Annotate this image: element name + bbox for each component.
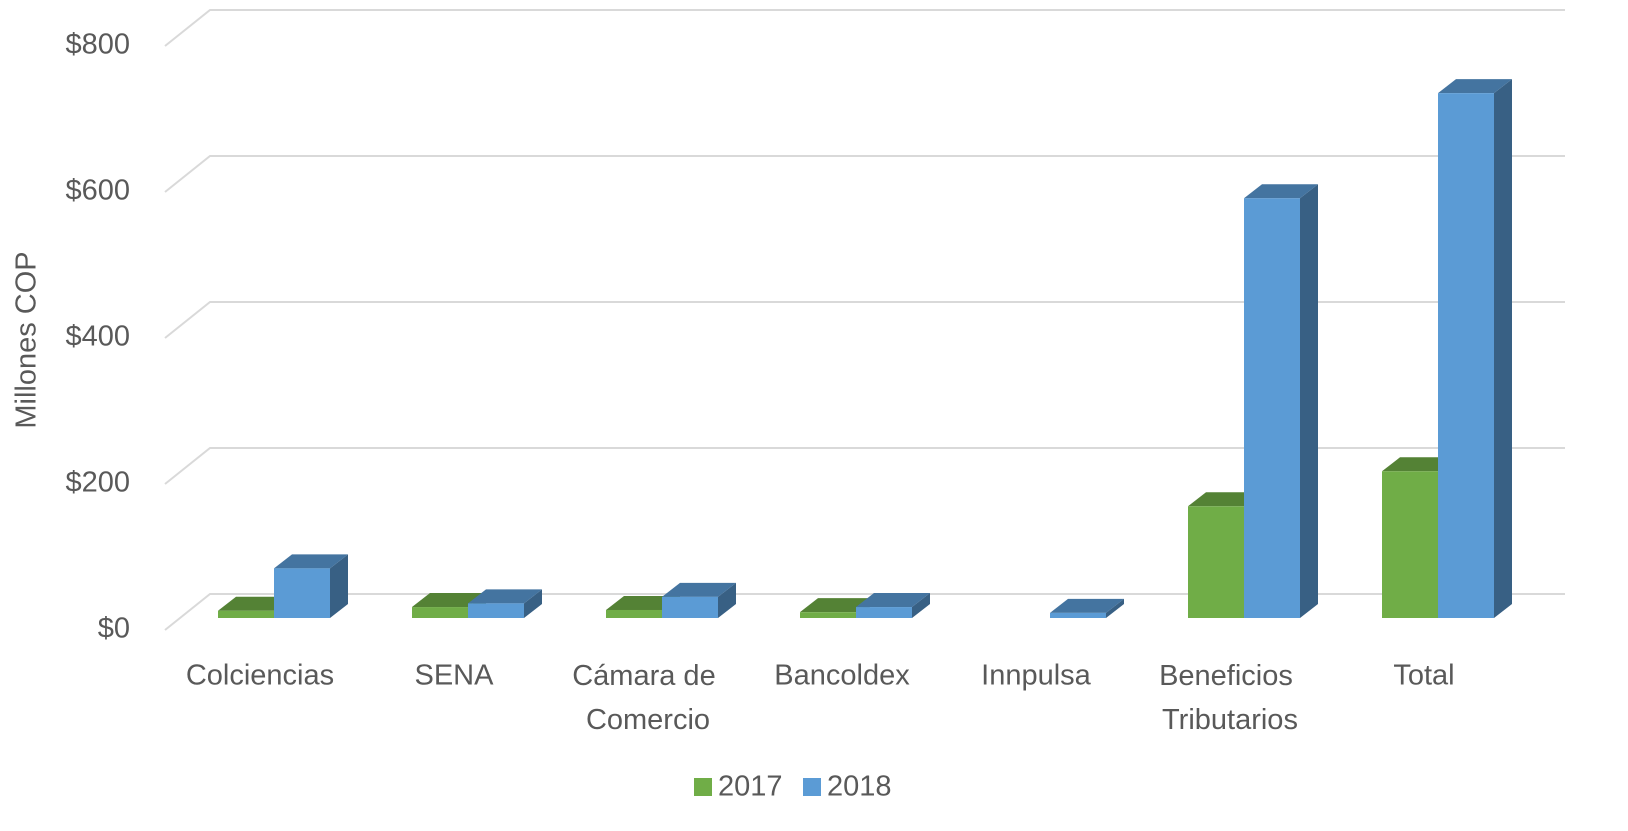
bar xyxy=(274,554,348,618)
bar-front xyxy=(468,603,524,618)
bar-front xyxy=(1244,198,1300,618)
y-tick-label: $400 xyxy=(65,321,130,353)
bar xyxy=(1438,79,1512,618)
bar-top xyxy=(856,593,930,608)
legend-swatch xyxy=(803,778,821,796)
x-tick-label: Innpulsa xyxy=(981,660,1092,692)
bar-side xyxy=(912,593,930,618)
bar-front xyxy=(1438,93,1494,618)
bar-front xyxy=(662,596,718,618)
bar-top xyxy=(662,582,736,597)
legend-swatch xyxy=(694,778,712,796)
legend-label: 2018 xyxy=(827,771,892,803)
y-axis-label: Millones COP xyxy=(11,251,43,428)
bar-side xyxy=(1106,598,1124,618)
bar xyxy=(468,589,542,618)
grid-line xyxy=(164,301,1565,339)
bar-side xyxy=(718,582,736,618)
bar-front xyxy=(1050,612,1106,618)
bar-top xyxy=(1382,457,1456,472)
legend-label: 2017 xyxy=(718,771,783,803)
bar xyxy=(662,582,736,618)
label-line: Cámara de xyxy=(572,660,724,692)
x-tick-label: Beneficios Tributarios xyxy=(1159,660,1301,736)
y-tick-label: $0 xyxy=(98,613,130,645)
y-tick-label: $200 xyxy=(65,467,130,499)
bar-top xyxy=(1438,79,1512,94)
bar-front xyxy=(1382,471,1438,618)
bar xyxy=(1050,598,1124,618)
bar-front xyxy=(274,568,330,618)
bar-side xyxy=(330,554,348,618)
bar-side xyxy=(1494,79,1512,618)
x-tick-label: SENA xyxy=(415,660,495,692)
bar-top xyxy=(800,598,874,613)
y-tick-label: $800 xyxy=(65,29,130,61)
bar-top xyxy=(218,596,292,611)
bar-top xyxy=(468,589,542,604)
label-line: Tributarios xyxy=(1162,704,1298,736)
bar-top xyxy=(1050,598,1124,613)
y-tick-label: $600 xyxy=(65,175,130,207)
bar-front xyxy=(606,609,662,618)
x-tick-label: Bancoldex xyxy=(774,660,910,692)
label-line: Comercio xyxy=(586,704,710,736)
bar-front xyxy=(218,610,274,618)
bar-front xyxy=(800,612,856,618)
grid-line xyxy=(164,9,1565,47)
x-tick-label: Cámara de Comercio xyxy=(572,660,724,736)
grid-line xyxy=(164,593,1565,631)
bar xyxy=(1244,184,1318,618)
bar-front xyxy=(856,607,912,618)
bar xyxy=(856,593,930,618)
bar-top xyxy=(606,595,680,610)
grid-line xyxy=(164,155,1565,193)
bar-top xyxy=(1188,492,1262,507)
x-tick-label: Colciencias xyxy=(186,660,334,692)
bar-top xyxy=(1244,184,1318,199)
bar-side xyxy=(1300,184,1318,618)
x-tick-label: Total xyxy=(1393,660,1454,692)
bar-front xyxy=(1188,506,1244,618)
bar-side xyxy=(524,589,542,618)
label-line: Beneficios xyxy=(1159,660,1301,692)
bar-front xyxy=(412,607,468,618)
bar-top xyxy=(412,593,486,608)
bar-top xyxy=(274,554,348,569)
grid-line xyxy=(164,447,1565,485)
